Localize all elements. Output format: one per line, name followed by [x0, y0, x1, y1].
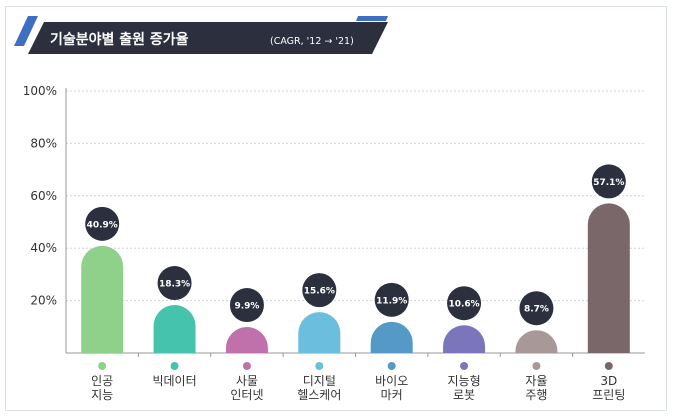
header-banner	[28, 22, 388, 54]
legend-dot	[532, 362, 541, 370]
data-label: 8.7%	[524, 305, 549, 315]
value-bubble	[374, 282, 409, 317]
x-tick-label: 인터넷	[230, 388, 263, 402]
y-tick-label: 100%	[23, 84, 57, 98]
bar	[225, 327, 268, 353]
legend-dot	[170, 362, 179, 370]
data-label: 10.6%	[448, 300, 479, 310]
x-tick-label: 주행	[525, 387, 547, 402]
x-tick-label: 빅데이터	[152, 374, 196, 388]
legend-dot	[98, 362, 107, 370]
legend-dot	[387, 362, 396, 370]
x-tick-label: 지능형	[448, 374, 481, 388]
x-tick-label: 3D	[600, 374, 617, 388]
chart-header: 기술분야별 출원 증가율 (CAGR, '12 → '21)	[14, 16, 388, 54]
data-label: 11.9%	[376, 296, 407, 306]
x-tick-label: 사물	[236, 374, 258, 388]
y-tick-label: 80%	[30, 136, 57, 150]
data-label: 9.9%	[234, 302, 259, 312]
data-label: 18.3%	[159, 280, 190, 290]
bar	[153, 305, 196, 353]
header-accent-left	[14, 16, 38, 46]
x-tick-label: 인공	[91, 374, 113, 388]
bar	[587, 203, 630, 353]
value-bubble	[447, 286, 482, 321]
x-tick-label: 헬스케어	[297, 388, 341, 402]
chart-subtitle: (CAGR, '12 → '21)	[270, 36, 354, 47]
bar	[443, 325, 486, 353]
x-tick-label: 로봇	[453, 388, 475, 402]
legend-dot	[460, 362, 469, 370]
data-label: 40.9%	[87, 220, 118, 230]
legend-dot	[604, 362, 613, 370]
bar	[515, 330, 558, 353]
x-tick-label: 자율	[525, 374, 547, 388]
value-bubble	[591, 164, 626, 199]
x-tick-label: 프린팅	[592, 388, 625, 402]
y-tick-label: 20%	[30, 294, 57, 308]
y-tick-label: 40%	[30, 241, 57, 255]
bar-layer	[81, 203, 630, 353]
data-label: 15.6%	[304, 287, 335, 297]
bar	[81, 245, 124, 353]
value-bubble	[302, 273, 337, 308]
value-bubble	[229, 288, 264, 323]
x-tick-label: 디지털	[303, 374, 336, 388]
x-tick-label: 지능	[91, 388, 113, 402]
x-tick-label: 마커	[381, 388, 403, 402]
bar	[298, 312, 341, 353]
value-bubble	[157, 266, 192, 301]
chart-title: 기술분야별 출원 증가율	[50, 31, 189, 48]
header-accent-right	[356, 16, 388, 21]
legend-dot	[242, 362, 251, 370]
value-bubble	[519, 291, 554, 326]
bar	[370, 321, 413, 353]
value-bubble	[85, 206, 120, 241]
data-label: 57.1%	[593, 178, 624, 188]
grid-layer	[66, 90, 645, 302]
legend-dot	[315, 362, 324, 370]
axis-layer: 100% 80% 60% 40% 20%	[23, 84, 645, 357]
x-tick-label: 바이오	[375, 374, 408, 388]
y-tick-label: 60%	[30, 189, 57, 203]
